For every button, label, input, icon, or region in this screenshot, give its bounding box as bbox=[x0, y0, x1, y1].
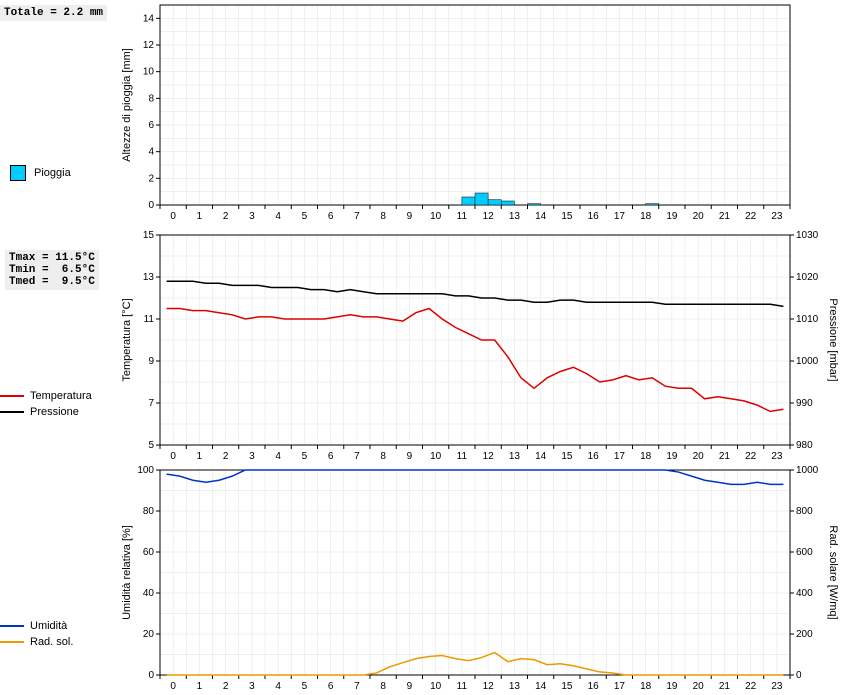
svg-text:7: 7 bbox=[354, 681, 360, 692]
svg-text:20: 20 bbox=[143, 629, 155, 640]
svg-text:3: 3 bbox=[249, 681, 255, 692]
svg-text:23: 23 bbox=[771, 681, 783, 692]
svg-text:800: 800 bbox=[796, 506, 813, 517]
svg-text:Umidità relativa [%]: Umidità relativa [%] bbox=[121, 525, 133, 620]
svg-text:9: 9 bbox=[407, 681, 413, 692]
svg-text:80: 80 bbox=[143, 506, 155, 517]
svg-text:16: 16 bbox=[588, 681, 600, 692]
svg-text:100: 100 bbox=[137, 465, 154, 476]
svg-text:10: 10 bbox=[430, 681, 442, 692]
svg-text:600: 600 bbox=[796, 547, 813, 558]
hum-rad-chart: 0204060801000123456789101112131415161718… bbox=[0, 0, 860, 695]
svg-text:1000: 1000 bbox=[796, 465, 819, 476]
svg-text:12: 12 bbox=[483, 681, 495, 692]
svg-text:19: 19 bbox=[666, 681, 678, 692]
svg-text:1: 1 bbox=[197, 681, 203, 692]
svg-text:21: 21 bbox=[719, 681, 731, 692]
svg-text:5: 5 bbox=[302, 681, 308, 692]
svg-text:40: 40 bbox=[143, 588, 155, 599]
svg-text:14: 14 bbox=[535, 681, 547, 692]
svg-text:15: 15 bbox=[561, 681, 573, 692]
svg-text:60: 60 bbox=[143, 547, 155, 558]
svg-text:6: 6 bbox=[328, 681, 334, 692]
svg-text:11: 11 bbox=[457, 681, 468, 692]
svg-text:0: 0 bbox=[796, 670, 802, 681]
svg-text:18: 18 bbox=[640, 681, 652, 692]
svg-text:0: 0 bbox=[170, 681, 176, 692]
svg-text:22: 22 bbox=[745, 681, 757, 692]
svg-text:13: 13 bbox=[509, 681, 521, 692]
svg-text:8: 8 bbox=[380, 681, 386, 692]
svg-text:200: 200 bbox=[796, 629, 813, 640]
svg-text:Rad. solare [W/mq]: Rad. solare [W/mq] bbox=[827, 525, 839, 619]
svg-text:400: 400 bbox=[796, 588, 813, 599]
svg-text:0: 0 bbox=[148, 670, 154, 681]
svg-text:17: 17 bbox=[614, 681, 626, 692]
svg-text:2: 2 bbox=[223, 681, 229, 692]
svg-text:4: 4 bbox=[275, 681, 281, 692]
svg-text:20: 20 bbox=[693, 681, 705, 692]
